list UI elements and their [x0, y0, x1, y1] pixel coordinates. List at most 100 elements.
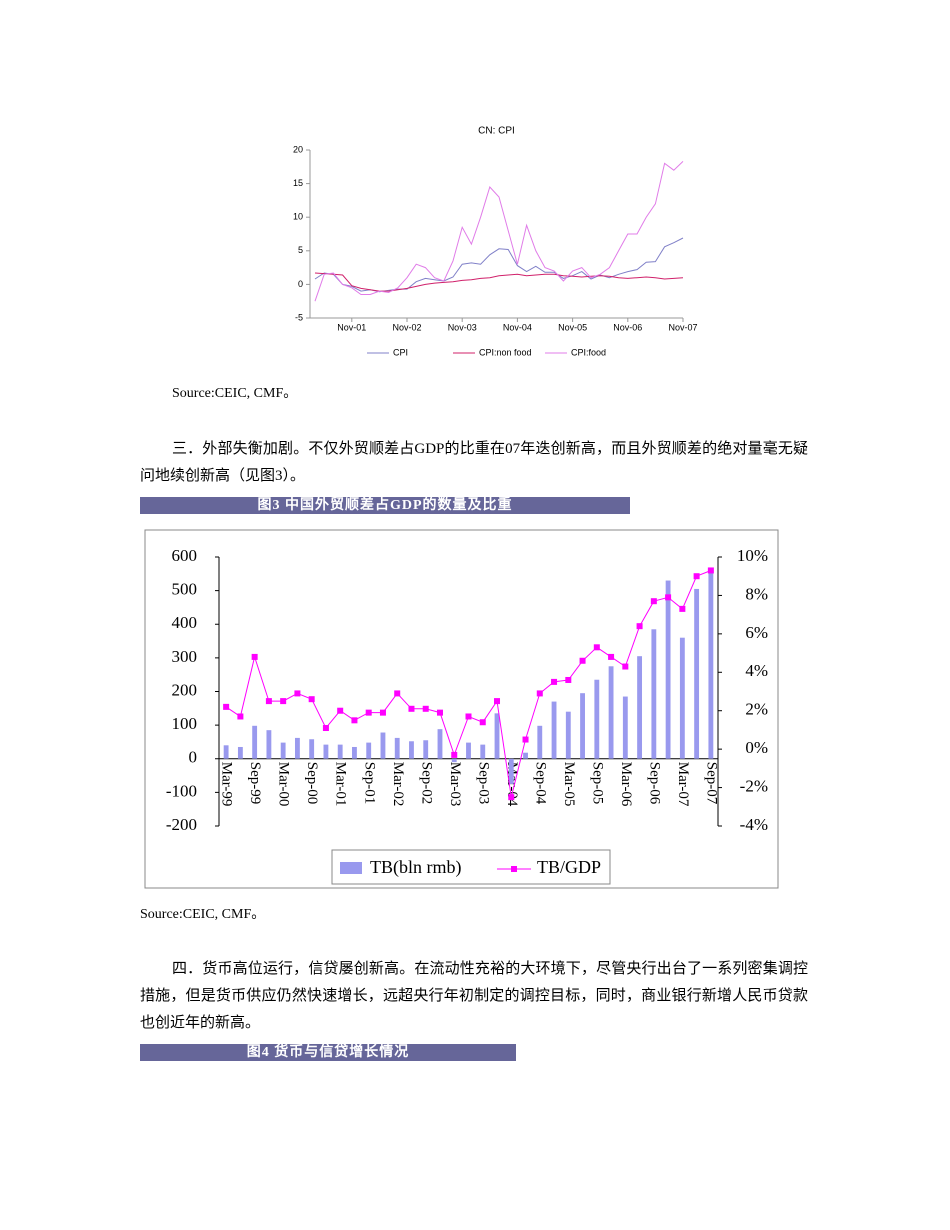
x-tick-label: Sep-04 — [532, 762, 548, 805]
bar — [608, 666, 614, 759]
marker — [665, 594, 672, 601]
y-tick-label: 20 — [293, 144, 303, 154]
bar — [580, 693, 585, 759]
figure-title: 图4 货币与信贷增长情况 — [140, 1044, 516, 1061]
marker — [636, 623, 643, 630]
marker — [379, 709, 386, 716]
y2-tick-label: -2% — [740, 776, 768, 795]
marker — [536, 690, 543, 697]
bar — [565, 711, 571, 759]
chart-title: CN: CPI — [478, 126, 515, 137]
marker — [679, 605, 686, 612]
bar — [708, 570, 714, 759]
x-tick-label: Nov-07 — [668, 322, 697, 332]
legend-swatch — [511, 866, 517, 872]
x-tick-label: Sep-00 — [304, 762, 320, 805]
bar — [252, 725, 258, 759]
y-tick-label: 15 — [293, 178, 303, 188]
y-tick-label: 10 — [293, 212, 303, 222]
x-tick-label: Nov-06 — [613, 322, 642, 332]
marker — [622, 663, 629, 670]
y2-tick-label: 2% — [745, 700, 768, 719]
y2-tick-label: -4% — [740, 815, 768, 834]
x-tick-label: Nov-05 — [558, 322, 587, 332]
y-tick-label: 400 — [172, 613, 198, 632]
bar — [694, 588, 700, 759]
y-tick-label: 600 — [172, 546, 198, 565]
legend-label: CPI — [393, 347, 408, 357]
legend-label: TB(bln rmb) — [370, 857, 462, 878]
marker — [479, 719, 486, 726]
y-tick-label: 0 — [189, 748, 198, 767]
bar — [494, 713, 500, 759]
bar — [323, 744, 329, 759]
marker — [551, 678, 558, 685]
bar — [423, 740, 429, 759]
marker — [280, 698, 287, 705]
paragraph: 三．外部失衡加剧。不仅外贸顺差占GDP的比重在07年迭创新高，而且外贸顺差的绝对… — [140, 441, 808, 484]
marker — [593, 644, 600, 651]
y-tick-label: 0 — [298, 279, 303, 289]
figure-title: 图3 中国外贸顺差占GDP的数量及比重 — [140, 497, 630, 514]
y-tick-label: -200 — [166, 815, 197, 834]
bar — [337, 744, 343, 759]
bar — [537, 725, 543, 759]
marker — [565, 676, 572, 683]
bar — [466, 742, 471, 759]
y2-tick-label: 4% — [745, 661, 768, 680]
source: Source:CEIC, CMF。 — [172, 386, 298, 401]
y-tick-label: -100 — [166, 781, 197, 800]
marker — [223, 703, 230, 710]
bar — [366, 742, 372, 759]
marker — [422, 705, 429, 712]
charts: CN: CPI -5 0 5 10 15 20 Nov-01 Nov-02 Nov-03 Nov-0… — [144, 126, 779, 889]
x-tick-label: Mar-07 — [675, 762, 691, 807]
legend-box — [331, 849, 611, 885]
bar — [266, 730, 272, 759]
bar — [294, 737, 300, 759]
x-tick-label: Sep-06 — [646, 762, 662, 805]
bar — [409, 741, 414, 759]
marker — [465, 713, 472, 720]
marker — [251, 653, 258, 660]
x-tick-label: Sep-07 — [703, 762, 719, 805]
legend-swatch — [340, 862, 362, 874]
x-tick-label: Nov-03 — [448, 322, 477, 332]
x-tick-label: Mar-00 — [276, 762, 292, 807]
legend-label: CPI:non food — [479, 347, 532, 357]
legend-label: CPI:food — [571, 347, 606, 357]
bar — [394, 737, 400, 759]
marker — [322, 725, 329, 732]
chart-frame — [144, 529, 779, 889]
marker — [707, 567, 714, 574]
line — [314, 272, 684, 292]
marker — [265, 698, 272, 705]
bar — [665, 580, 671, 759]
marker — [408, 705, 415, 712]
x-tick-label: Sep-01 — [361, 762, 377, 805]
bar — [352, 746, 357, 759]
bar — [637, 656, 643, 759]
x-tick-label: Mar-99 — [219, 762, 235, 807]
x-tick-label: Sep-05 — [589, 762, 605, 805]
marker — [579, 657, 586, 664]
x-tick-label: Mar-02 — [390, 762, 406, 807]
y-tick-label: 500 — [172, 580, 198, 599]
bar — [223, 745, 229, 759]
x-tick-label: Sep-02 — [418, 762, 434, 805]
y-tick-label: 5 — [298, 245, 303, 255]
bar — [523, 752, 528, 759]
marker — [608, 653, 615, 660]
y-tick-label: -5 — [295, 312, 303, 322]
marker — [522, 736, 529, 743]
marker — [365, 709, 372, 716]
x-tick-label: Sep-99 — [247, 762, 263, 805]
x-tick-label: Nov-02 — [392, 322, 421, 332]
y-tick-label: 100 — [172, 714, 198, 733]
bar — [551, 701, 557, 759]
line — [314, 237, 684, 293]
x-tick-label: Mar-03 — [447, 762, 463, 807]
bar — [380, 732, 386, 759]
bar — [651, 629, 657, 759]
